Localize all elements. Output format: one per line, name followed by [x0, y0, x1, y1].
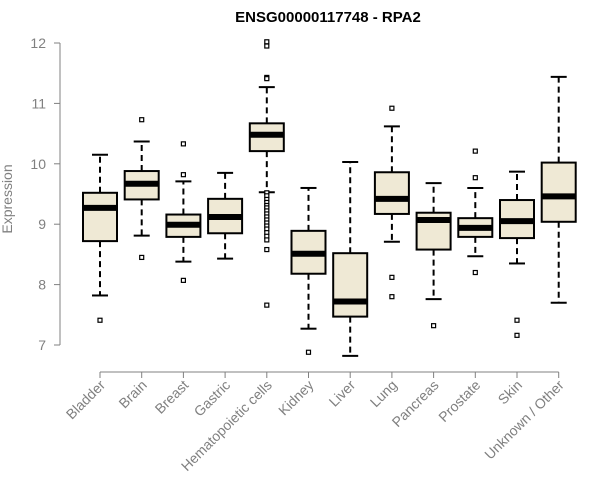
chart-title: ENSG00000117748 - RPA2	[235, 9, 421, 26]
box-kidney	[290, 186, 327, 355]
x-tick-label: Bladder	[63, 377, 109, 423]
outlier-point	[389, 105, 395, 111]
iqr-box	[332, 252, 369, 318]
box-prostate	[457, 148, 494, 276]
y-tick-label: 7	[38, 337, 46, 353]
outlier-point	[139, 117, 145, 123]
outlier-point	[180, 172, 186, 178]
x-tick-label: Kidney	[275, 377, 317, 419]
outlier-point	[472, 175, 478, 181]
iqr-box	[373, 171, 410, 215]
iqr-box	[82, 191, 118, 243]
outlier-point	[389, 274, 395, 280]
outlier-point	[431, 323, 437, 329]
boxes	[82, 39, 577, 357]
outlier-point	[514, 332, 520, 338]
outlier-point	[264, 39, 270, 45]
outlier-point	[264, 76, 270, 82]
x-tick-label: Liver	[326, 377, 359, 410]
outlier-point	[389, 294, 395, 300]
outlier-point	[264, 237, 270, 243]
x-tick-label: Skin	[495, 377, 526, 408]
box-unknown-other	[540, 75, 577, 304]
outlier-point	[472, 148, 478, 154]
y-axis-label: Expression	[0, 164, 15, 233]
box-brain	[123, 117, 160, 261]
outlier-point	[514, 317, 520, 323]
x-tick-label: Brain	[115, 377, 149, 411]
y-tick-label: 9	[38, 216, 46, 232]
outlier-point	[264, 43, 270, 49]
box-liver	[332, 160, 369, 357]
box-gastric	[207, 171, 244, 260]
outlier-point	[264, 302, 270, 308]
box-bladder	[82, 153, 118, 323]
axes: 7 8 9 10 11 12	[30, 35, 560, 378]
y-tick-label: 12	[30, 35, 46, 51]
box-skin	[499, 170, 535, 338]
outlier-point	[180, 141, 186, 147]
outlier-point	[264, 246, 270, 253]
box-pancreas	[415, 182, 452, 329]
outlier-point	[180, 277, 186, 283]
x-tick-label: Lung	[367, 377, 400, 410]
outlier-point	[139, 254, 145, 261]
box-lung	[373, 105, 410, 300]
x-tick-label: Breast	[152, 377, 192, 417]
box-breast	[165, 141, 202, 283]
y-tick-label: 10	[30, 156, 46, 172]
y-tick-label: 8	[38, 277, 46, 293]
outlier-point	[472, 269, 478, 276]
outlier-point	[97, 317, 103, 323]
x-tick-label: Prostate	[435, 377, 483, 425]
x-tick-label: Unknown / Other	[481, 377, 567, 463]
box-hematopoietic-cells	[248, 39, 285, 308]
iqr-box	[540, 161, 577, 223]
y-tick-label: 11	[31, 95, 46, 111]
outlier-point	[305, 349, 312, 355]
